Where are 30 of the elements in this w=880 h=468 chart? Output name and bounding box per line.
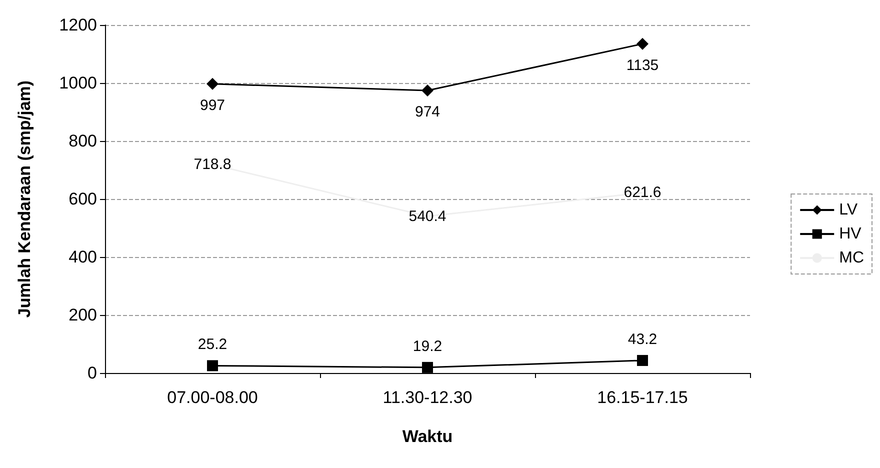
point xyxy=(422,362,433,373)
data-label: 1135 xyxy=(626,56,659,74)
point xyxy=(637,354,648,366)
y-tick-label: 0 xyxy=(88,364,97,382)
data-label: 621.6 xyxy=(624,184,662,202)
point xyxy=(422,84,434,97)
data-label: 974 xyxy=(414,104,440,121)
x-tick-label: 16.15-17.15 xyxy=(597,388,688,407)
data-label: 718.8 xyxy=(194,156,232,174)
point xyxy=(207,360,218,372)
data-label: 25.2 xyxy=(198,336,228,354)
point xyxy=(636,38,648,50)
y-tick-label: 400 xyxy=(68,248,97,266)
x-tick-label: 11.30-12.30 xyxy=(382,388,472,407)
x-axis-title: Waktu xyxy=(402,427,453,446)
x-tick-label: 07.00-08.00 xyxy=(167,388,258,407)
point xyxy=(206,78,218,90)
y-axis-title: Jumlah Kendaraan (smp/jam) xyxy=(15,80,34,318)
y-tick-label: 800 xyxy=(68,132,97,150)
y-tick-label: 1000 xyxy=(59,74,97,92)
data-label: 19.2 xyxy=(412,338,442,355)
y-tick-label: 200 xyxy=(68,306,97,324)
data-label: 540.4 xyxy=(408,208,446,225)
legend-label: LV xyxy=(839,202,858,218)
y-tick-label: 600 xyxy=(68,190,97,208)
legend-label: HV xyxy=(839,226,862,242)
y-tick-label: 1200 xyxy=(59,16,97,34)
data-label: 997 xyxy=(200,96,226,114)
data-label: 43.2 xyxy=(628,330,658,348)
legend-label: MC xyxy=(839,250,864,266)
